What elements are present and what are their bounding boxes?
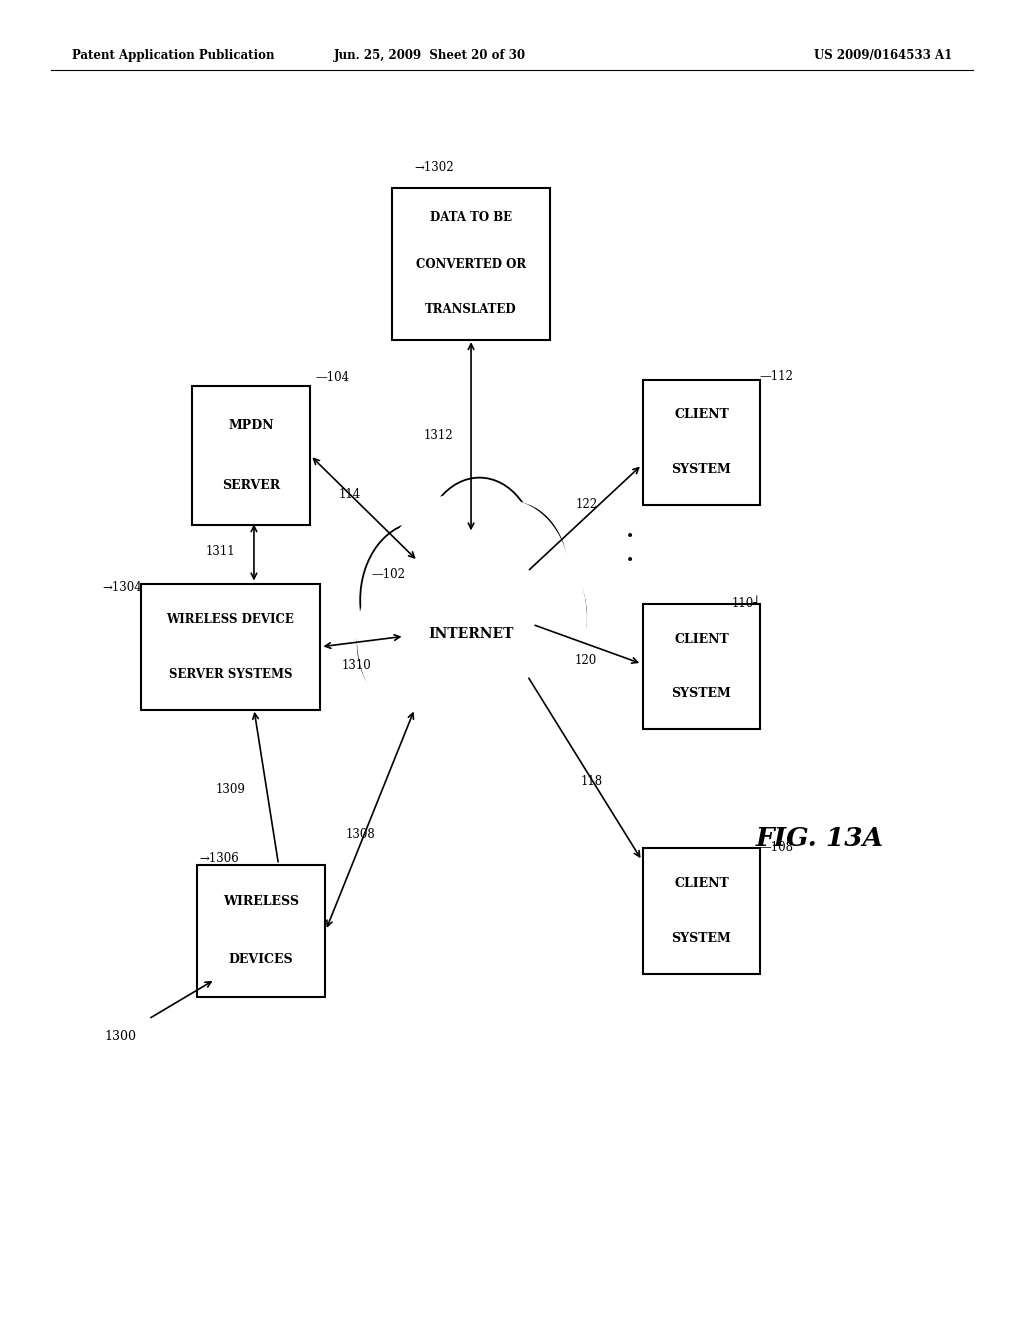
Text: 1309: 1309 — [215, 783, 246, 796]
Text: SYSTEM: SYSTEM — [672, 932, 731, 945]
Text: DEVICES: DEVICES — [228, 953, 294, 966]
Text: CLIENT: CLIENT — [674, 876, 729, 890]
Text: CONVERTED OR: CONVERTED OR — [416, 257, 526, 271]
Text: 1311: 1311 — [206, 545, 234, 558]
Text: 122: 122 — [575, 498, 598, 511]
Circle shape — [482, 549, 586, 684]
FancyBboxPatch shape — [643, 380, 760, 504]
Text: →1304: →1304 — [102, 581, 142, 594]
Text: Jun. 25, 2009  Sheet 20 of 30: Jun. 25, 2009 Sheet 20 of 30 — [334, 49, 526, 62]
Circle shape — [385, 589, 520, 762]
Text: —104: —104 — [315, 371, 349, 384]
Text: DATA TO BE: DATA TO BE — [430, 211, 512, 224]
FancyBboxPatch shape — [643, 605, 760, 729]
Text: →1306: →1306 — [200, 851, 240, 865]
FancyBboxPatch shape — [193, 385, 309, 524]
Text: MPDN: MPDN — [228, 418, 273, 432]
Text: 1312: 1312 — [424, 429, 453, 442]
Text: —108: —108 — [760, 841, 794, 854]
Circle shape — [356, 552, 492, 725]
Text: 114: 114 — [339, 488, 361, 502]
FancyBboxPatch shape — [141, 583, 319, 710]
Text: 1310: 1310 — [341, 659, 372, 672]
Text: US 2009/0164533 A1: US 2009/0164533 A1 — [814, 49, 952, 62]
Circle shape — [447, 569, 582, 742]
Text: CLIENT: CLIENT — [674, 632, 729, 645]
Circle shape — [397, 630, 495, 755]
Text: •: • — [626, 529, 634, 543]
Text: INTERNET: INTERNET — [428, 627, 514, 640]
Circle shape — [459, 503, 567, 643]
Circle shape — [403, 540, 539, 714]
Circle shape — [481, 602, 579, 727]
FancyBboxPatch shape — [643, 847, 760, 974]
Text: CLIENT: CLIENT — [674, 408, 729, 421]
Circle shape — [437, 627, 539, 756]
Circle shape — [453, 532, 587, 705]
Circle shape — [422, 478, 537, 624]
Text: 120: 120 — [574, 653, 597, 667]
Text: SYSTEM: SYSTEM — [672, 688, 731, 701]
Circle shape — [357, 578, 459, 708]
Text: SERVER SYSTEMS: SERVER SYSTEMS — [169, 668, 292, 681]
Text: WIRELESS DEVICE: WIRELESS DEVICE — [167, 612, 294, 626]
Text: 1300: 1300 — [104, 1030, 137, 1043]
Circle shape — [367, 521, 501, 694]
Text: —112: —112 — [760, 370, 794, 383]
Text: SYSTEM: SYSTEM — [672, 463, 731, 477]
Text: FIG. 13A: FIG. 13A — [755, 826, 884, 850]
Circle shape — [437, 499, 571, 672]
Circle shape — [360, 521, 481, 678]
Text: •: • — [626, 553, 634, 566]
Text: Patent Application Publication: Patent Application Publication — [72, 49, 274, 62]
Text: →1302: →1302 — [415, 161, 455, 174]
Text: WIRELESS: WIRELESS — [223, 895, 299, 908]
Text: —102: —102 — [372, 568, 406, 581]
Text: TRANSLATED: TRANSLATED — [425, 304, 517, 317]
Circle shape — [413, 484, 547, 657]
FancyBboxPatch shape — [197, 865, 326, 997]
Circle shape — [383, 513, 559, 741]
Circle shape — [385, 495, 520, 668]
Text: SERVER: SERVER — [222, 479, 280, 492]
Text: 1308: 1308 — [345, 828, 376, 841]
Text: 110┘: 110┘ — [731, 597, 761, 610]
FancyBboxPatch shape — [391, 187, 551, 339]
Circle shape — [394, 500, 498, 635]
Circle shape — [417, 589, 551, 762]
Text: 118: 118 — [581, 775, 603, 788]
